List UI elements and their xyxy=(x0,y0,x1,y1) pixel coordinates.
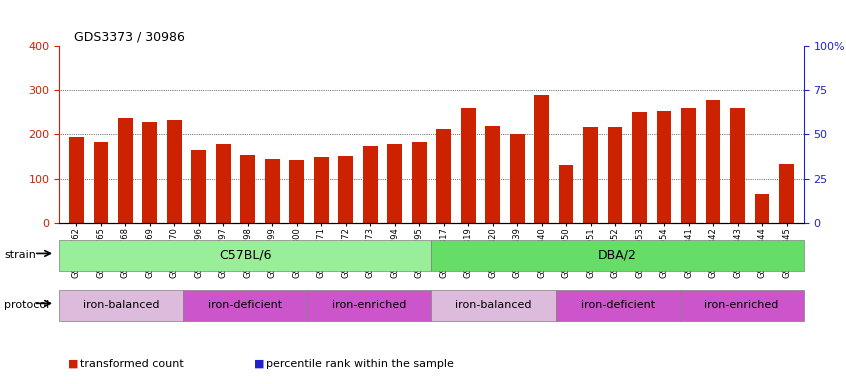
Bar xyxy=(363,146,377,223)
Text: iron-balanced: iron-balanced xyxy=(83,300,160,310)
Bar xyxy=(289,160,304,223)
Bar xyxy=(779,164,794,223)
FancyBboxPatch shape xyxy=(59,290,184,321)
Text: GDS3373 / 30986: GDS3373 / 30986 xyxy=(74,30,185,43)
Text: iron-deficient: iron-deficient xyxy=(208,300,283,310)
FancyBboxPatch shape xyxy=(431,240,804,271)
Text: DBA/2: DBA/2 xyxy=(598,249,637,262)
Bar xyxy=(656,111,672,223)
Bar xyxy=(632,112,647,223)
Text: iron-enriched: iron-enriched xyxy=(332,300,407,310)
Bar xyxy=(755,194,769,223)
Bar xyxy=(191,150,206,223)
Bar xyxy=(437,129,451,223)
Bar xyxy=(461,108,475,223)
Bar xyxy=(559,165,574,223)
Bar xyxy=(535,95,549,223)
Bar xyxy=(338,156,353,223)
Bar xyxy=(583,127,598,223)
Bar xyxy=(69,137,84,223)
Bar xyxy=(167,120,182,223)
Bar xyxy=(706,100,721,223)
Bar xyxy=(142,122,157,223)
Text: ■: ■ xyxy=(254,359,264,369)
Bar xyxy=(94,142,108,223)
Bar xyxy=(486,126,500,223)
Bar xyxy=(681,108,696,223)
Text: ■: ■ xyxy=(68,359,78,369)
Text: percentile rank within the sample: percentile rank within the sample xyxy=(266,359,454,369)
FancyBboxPatch shape xyxy=(556,290,679,321)
Text: iron-balanced: iron-balanced xyxy=(455,300,532,310)
FancyBboxPatch shape xyxy=(184,290,307,321)
Bar xyxy=(240,155,255,223)
Text: transformed count: transformed count xyxy=(80,359,184,369)
Text: C57BL/6: C57BL/6 xyxy=(219,249,272,262)
Bar xyxy=(118,118,133,223)
FancyBboxPatch shape xyxy=(679,290,804,321)
Text: iron-enriched: iron-enriched xyxy=(705,300,779,310)
Bar xyxy=(387,144,402,223)
FancyBboxPatch shape xyxy=(59,240,431,271)
Bar xyxy=(412,142,426,223)
Text: protocol: protocol xyxy=(4,300,49,310)
Text: strain: strain xyxy=(4,250,36,260)
Bar xyxy=(607,127,623,223)
Bar xyxy=(730,108,745,223)
Bar xyxy=(314,157,328,223)
FancyBboxPatch shape xyxy=(431,290,556,321)
Bar xyxy=(510,134,525,223)
Bar xyxy=(216,144,231,223)
FancyBboxPatch shape xyxy=(307,290,431,321)
Bar xyxy=(265,159,280,223)
Text: iron-deficient: iron-deficient xyxy=(580,300,655,310)
